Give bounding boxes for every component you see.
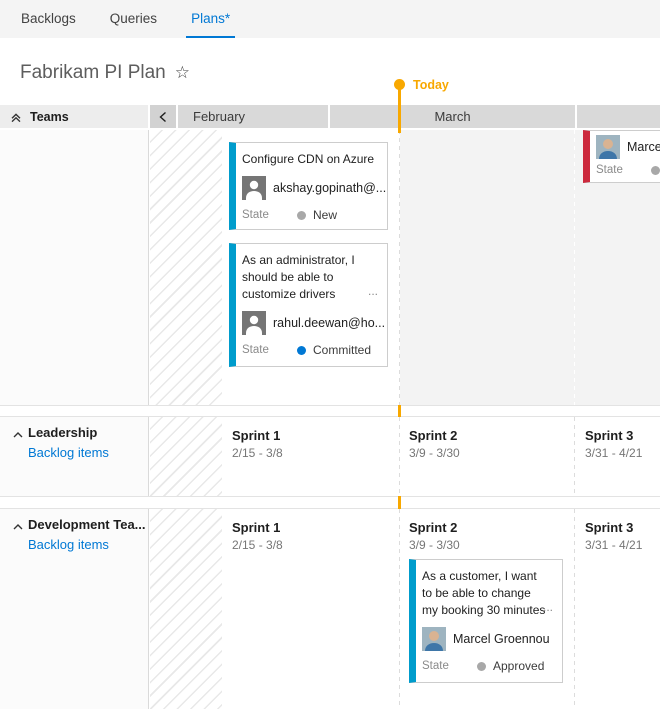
- page-title: Fabrikam PI Plan: [20, 62, 166, 83]
- state-value: Approved: [493, 659, 545, 673]
- sprint-header: Sprint 1 2/15 - 3/8: [232, 520, 283, 552]
- today-line-segment: [398, 496, 401, 509]
- tab-queries[interactable]: Queries: [109, 10, 158, 26]
- sprint-header: Sprint 2 3/9 - 3/30: [409, 520, 460, 552]
- card-assignee-row: rahul.deewan@ho...: [242, 311, 385, 335]
- photo-avatar-icon: [422, 627, 446, 651]
- card-title: As an administrator, I should be able to…: [242, 253, 355, 301]
- state-dot: [651, 165, 660, 175]
- work-item-card-partial[interactable]: Marcel State: [583, 130, 660, 183]
- assignee-name: Marcel: [627, 140, 660, 154]
- timeline-lane-leadership: Leadership Backlog items Sprint 1 2/15 -…: [0, 417, 660, 496]
- team-name: Development Tea...: [28, 517, 146, 532]
- collapse-lane-icon[interactable]: [12, 521, 24, 533]
- tab-backlogs[interactable]: Backlogs: [21, 10, 76, 26]
- team-column: [0, 509, 149, 709]
- sprint-boundary-line: [399, 417, 400, 496]
- pre-iteration-hatch: [150, 509, 222, 709]
- today-marker-dot-icon: [394, 79, 405, 90]
- sprint-boundary-line: [399, 509, 400, 709]
- assignee-name: Marcel Groennou: [453, 632, 550, 646]
- state-dot: [477, 661, 486, 671]
- work-item-card[interactable]: As an administrator, I should be able to…: [229, 243, 388, 367]
- more-actions-button[interactable]: ...: [367, 284, 378, 298]
- card-assignee-row: akshay.gopinath@...: [242, 176, 386, 200]
- lane-separator: [0, 405, 660, 417]
- sprint-name: Sprint 2: [409, 520, 458, 535]
- sprint-header: Sprint 3 3/31 - 4/21: [585, 520, 642, 552]
- sprint-boundary-line: [399, 130, 400, 405]
- state-dot: [297, 210, 306, 220]
- month-header-february: February: [178, 105, 328, 128]
- scroll-left-button[interactable]: [150, 105, 176, 128]
- team-column: [0, 130, 149, 405]
- sprint-header: Sprint 1 2/15 - 3/8: [232, 428, 283, 460]
- state-dot: [297, 345, 306, 355]
- sprint-name: Sprint 3: [585, 520, 634, 535]
- today-line-segment: [398, 405, 401, 417]
- backlog-items-link[interactable]: Backlog items: [28, 445, 109, 460]
- pre-iteration-hatch: [150, 130, 222, 405]
- teams-column-header[interactable]: Teams: [0, 105, 148, 128]
- sprint-header: Sprint 3 3/31 - 4/21: [585, 428, 642, 460]
- team-name: Leadership: [28, 425, 98, 440]
- lane-separator: [0, 496, 660, 509]
- team-column: [0, 417, 149, 496]
- state-label: State: [422, 660, 449, 672]
- month-header-next: [577, 105, 660, 128]
- sprint-boundary-line: [574, 509, 575, 709]
- teams-header-label: Teams: [30, 109, 69, 124]
- tab-plans[interactable]: Plans*: [186, 0, 236, 38]
- sprint-name: Sprint 2: [409, 428, 458, 443]
- pre-iteration-hatch: [150, 417, 222, 496]
- card-assignee-row: Marcel Groennou: [422, 627, 552, 651]
- sprint-boundary-line: [574, 130, 575, 405]
- month-header-march: March: [330, 105, 575, 128]
- work-item-card[interactable]: As a customer, I want to be able to chan…: [409, 559, 563, 683]
- assignee-name: rahul.deewan@ho...: [273, 316, 386, 330]
- state-label: State: [596, 164, 623, 176]
- timeline-lane-development-team: Development Tea... Backlog items Sprint …: [0, 509, 660, 709]
- chevron-left-icon: [158, 111, 168, 123]
- sprint-name: Sprint 1: [232, 520, 281, 535]
- card-state-row: State: [596, 164, 660, 176]
- sprint-dates: 3/31 - 4/21: [585, 446, 643, 460]
- plan-title-row: Fabrikam PI Plan ☆: [20, 62, 190, 84]
- state-label: State: [242, 344, 269, 356]
- sprint-name: Sprint 1: [232, 428, 281, 443]
- card-state-row: State Committed: [242, 343, 377, 357]
- sprint-dates: 3/31 - 4/21: [585, 538, 643, 552]
- card-state-row: State New: [242, 208, 377, 222]
- card-state-row: State Approved: [422, 659, 552, 673]
- card-title: Configure CDN on Azure: [242, 152, 375, 166]
- card-assignee-row: Marcel: [596, 135, 660, 159]
- timeline-lane-scrolled-team: Configure CDN on Azure akshay.gopinath@.…: [0, 130, 660, 405]
- state-value: Committed: [313, 343, 372, 357]
- favorite-star-icon[interactable]: ☆: [174, 63, 190, 82]
- person-avatar-icon: [242, 311, 266, 335]
- sprint-header: Sprint 2 3/9 - 3/30: [409, 428, 460, 460]
- today-marker-line: [398, 88, 401, 133]
- today-label: Today: [413, 78, 449, 92]
- work-item-card[interactable]: Configure CDN on Azure akshay.gopinath@.…: [229, 142, 388, 230]
- photo-avatar-icon: [596, 135, 620, 159]
- sprint-name: Sprint 3: [585, 428, 634, 443]
- card-title: As a customer, I want to be able to chan…: [422, 569, 546, 617]
- assignee-name: akshay.gopinath@...: [273, 181, 387, 195]
- collapse-lane-icon[interactable]: [12, 429, 24, 441]
- person-avatar-icon: [242, 176, 266, 200]
- sprint-dates: 3/9 - 3/30: [409, 538, 460, 552]
- state-label: State: [242, 209, 269, 221]
- sprint-boundary-line: [574, 417, 575, 496]
- sprint-dates: 3/9 - 3/30: [409, 446, 460, 460]
- sprint-dates: 2/15 - 3/8: [232, 446, 283, 460]
- backlog-items-link[interactable]: Backlog items: [28, 537, 109, 552]
- collapse-all-icon: [10, 111, 22, 123]
- tab-bar: Backlogs Queries Plans*: [0, 0, 660, 38]
- state-value: New: [313, 208, 338, 222]
- sprint-dates: 2/15 - 3/8: [232, 538, 283, 552]
- more-actions-button[interactable]: ...: [542, 600, 553, 614]
